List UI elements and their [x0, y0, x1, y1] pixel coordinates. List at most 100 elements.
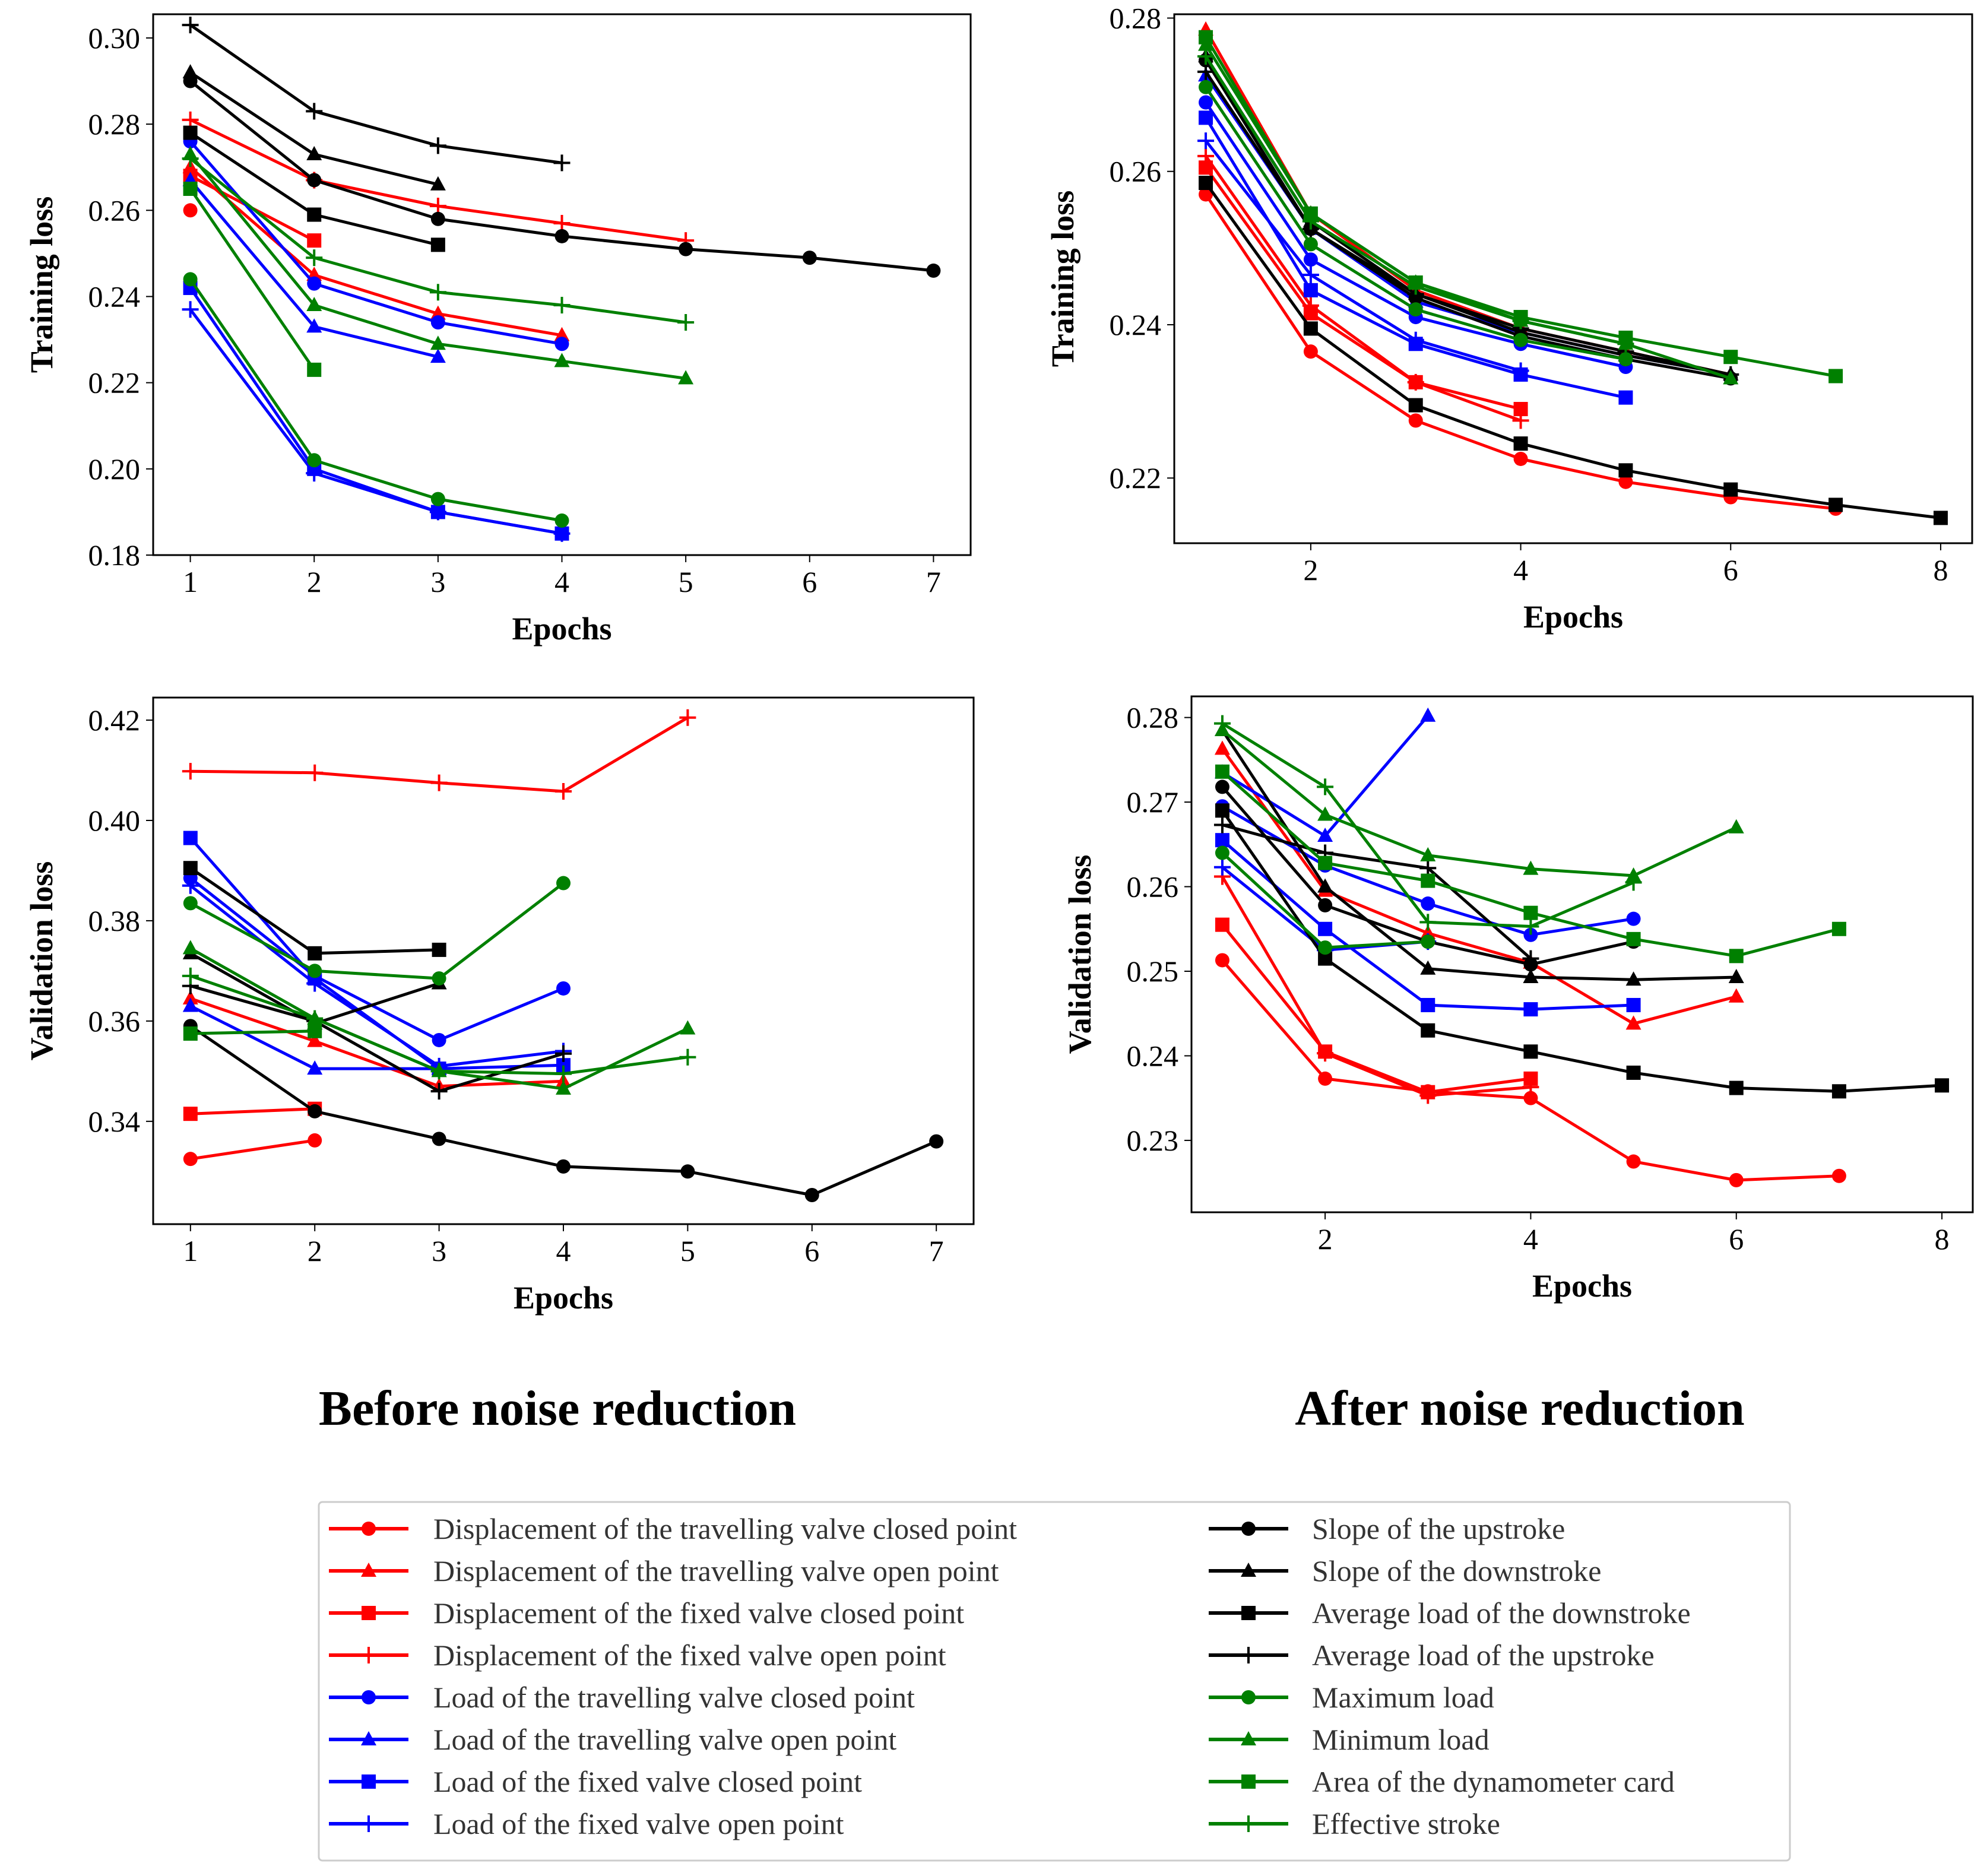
data-point: [1512, 412, 1529, 429]
data-point: [1522, 950, 1539, 967]
legend-marker: [361, 1563, 376, 1577]
data-point: [1523, 860, 1539, 875]
data-point: [1421, 873, 1435, 888]
legend-marker: [362, 1522, 376, 1536]
series-line: [1221, 809, 1942, 1093]
data-point: [1831, 1168, 1846, 1183]
x-axis-label: Epochs: [514, 1280, 613, 1316]
data-point: [1407, 278, 1424, 295]
series-line: [190, 984, 564, 1093]
data-point: [307, 1032, 323, 1047]
legend-entry: Load of the travelling valve closed poin…: [329, 1681, 915, 1714]
x-tick-label: 7: [929, 1234, 944, 1267]
data-point: [679, 242, 693, 256]
data-point: [430, 774, 448, 791]
data-point: [1215, 779, 1229, 794]
data-point: [1421, 896, 1435, 911]
data-point: [307, 233, 322, 248]
y-tick-label: 0.26: [88, 194, 141, 227]
series-average-load-of-the-downstroke: [1199, 176, 1948, 525]
data-point: [307, 207, 322, 222]
series-load-of-the-fixed-valve-closed-point: [183, 280, 569, 541]
data-point: [1421, 997, 1435, 1012]
y-axis-label: Training loss: [24, 197, 59, 373]
series-line: [1221, 747, 1737, 1025]
series-displacement-of-the-travelling-valve-open-point: [1198, 21, 1739, 381]
x-tick-label: 8: [1933, 553, 1948, 587]
data-point: [429, 137, 446, 154]
data-point: [1626, 997, 1641, 1012]
plot-frame: [152, 696, 975, 1225]
data-point: [1407, 373, 1424, 391]
legend-label: Area of the dynamometer card: [1312, 1765, 1675, 1798]
y-tick-label: 0.22: [1110, 461, 1162, 495]
data-point: [182, 967, 199, 984]
legend-label: Load of the travelling valve open point: [433, 1723, 896, 1756]
section-title-before: Before noise reduction: [319, 1381, 796, 1436]
data-point: [926, 263, 941, 278]
data-point: [183, 896, 198, 911]
legend-entry: Area of the dynamometer card: [1209, 1765, 1675, 1798]
data-point: [430, 492, 445, 506]
data-point: [307, 1060, 323, 1075]
x-tick-label: 7: [926, 565, 941, 598]
data-point: [1318, 1071, 1333, 1086]
legend-marker: [1241, 1731, 1256, 1745]
legend-marker: [362, 1774, 376, 1789]
legend-marker: [360, 1815, 377, 1832]
series-line: [1221, 729, 1737, 877]
data-point: [1728, 819, 1744, 834]
data-point: [1618, 352, 1633, 367]
data-point: [678, 370, 694, 385]
data-point: [1728, 968, 1744, 983]
data-point: [1215, 845, 1229, 860]
y-tick-label: 0.26: [1110, 155, 1162, 188]
chart-panel-3: 1 2 3 4 5 6 7 0.34 0.36 0.38 0.40 0.42 Epochs Validat…: [24, 696, 975, 1316]
data-point: [1512, 362, 1529, 379]
series-displacement-of-the-fixed-valve-open-point: [1213, 868, 1539, 1104]
legend-label: Average load of the upstroke: [1312, 1639, 1655, 1672]
data-point: [306, 1010, 324, 1027]
data-point: [1729, 1080, 1744, 1095]
x-tick-label: 3: [432, 1234, 446, 1267]
data-point: [182, 763, 199, 780]
data-point: [1828, 497, 1843, 512]
legend-label: Effective stroke: [1312, 1807, 1500, 1840]
data-point: [1625, 971, 1641, 986]
legend-label: Displacement of the fixed valve closed p…: [433, 1596, 964, 1630]
x-tick-label: 8: [1935, 1222, 1950, 1256]
data-point: [1318, 921, 1333, 936]
series-average-load-of-the-downstroke: [183, 861, 446, 961]
data-point: [1626, 911, 1641, 926]
data-point: [432, 971, 446, 986]
legend-label: Load of the fixed valve closed point: [433, 1765, 862, 1798]
data-point: [1302, 213, 1319, 230]
data-point: [1723, 370, 1739, 385]
data-point: [183, 203, 198, 218]
series-line: [1221, 876, 1531, 1097]
data-point: [306, 103, 323, 120]
data-point: [429, 503, 446, 521]
series-load-of-the-fixed-valve-open-point: [182, 301, 571, 542]
x-tick-label: 1: [183, 565, 198, 598]
y-tick-label: 0.27: [1127, 785, 1179, 819]
data-point: [308, 946, 322, 961]
series-line: [189, 278, 562, 522]
y-tick-label: 0.28: [1127, 701, 1179, 734]
section-title-after: After noise reduction: [1295, 1381, 1744, 1436]
data-point: [802, 251, 817, 265]
data-point: [1513, 436, 1528, 451]
data-point: [1318, 855, 1333, 870]
legend-entry: Average load of the downstroke: [1209, 1596, 1691, 1630]
x-tick-label: 4: [554, 565, 569, 598]
data-point: [1318, 940, 1333, 955]
data-point: [306, 764, 324, 781]
data-point: [1523, 1091, 1538, 1105]
legend-entry: Displacement of the travelling valve ope…: [329, 1554, 999, 1587]
y-tick-label: 0.26: [1127, 870, 1179, 904]
y-tick-label: 0.23: [1127, 1124, 1179, 1157]
series-line: [189, 308, 562, 535]
x-tick-label: 2: [307, 565, 322, 598]
data-point: [430, 315, 445, 330]
data-point: [1626, 1154, 1641, 1169]
